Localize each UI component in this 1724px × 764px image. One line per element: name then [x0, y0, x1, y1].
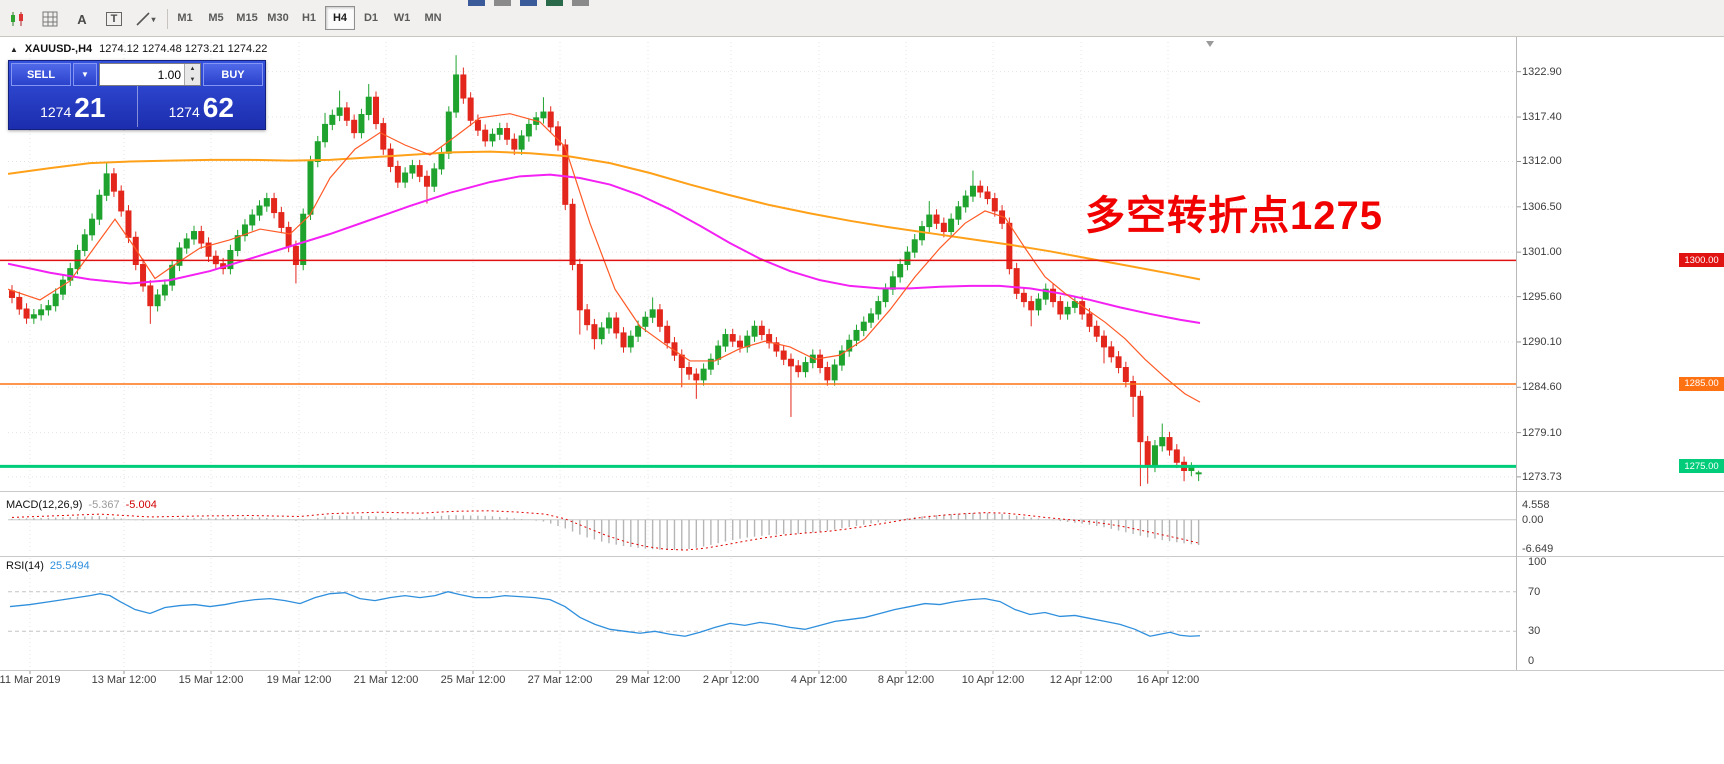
- text-box-glyph: T: [105, 12, 123, 26]
- rsi-value: 25.5494: [49, 560, 90, 572]
- spinner-down-icon[interactable]: ▼: [185, 74, 200, 85]
- chart-annotation-text[interactable]: 多空转折点1275: [1085, 194, 1383, 238]
- toolbar-separator: [167, 9, 168, 29]
- chart-header: ▲ XAUUSD-,H4 1274.12 1274.48 1273.21 127…: [10, 43, 267, 55]
- timeframe-button-H4[interactable]: H4: [325, 6, 355, 30]
- rsi-title-text: RSI(14): [6, 560, 44, 572]
- sell-button[interactable]: SELL: [11, 63, 71, 86]
- sell-price-main: 1274: [40, 104, 72, 120]
- volume-value[interactable]: 1.00: [157, 67, 181, 82]
- volume-field[interactable]: 1.00 ▲ ▼: [99, 63, 201, 86]
- spinner-up-icon[interactable]: ▲: [185, 64, 200, 75]
- clipped-icon: [572, 0, 589, 6]
- text-box-icon[interactable]: T: [100, 6, 128, 32]
- one-click-trade-panel: SELL ▼ 1.00 ▲ ▼ BUY 1274 21 1274 62: [8, 60, 266, 130]
- candlestick-chart-icon[interactable]: [4, 6, 32, 32]
- clipped-icon: [468, 0, 485, 6]
- clipped-icon: [546, 0, 563, 6]
- timeframe-button-MN[interactable]: MN: [424, 12, 442, 24]
- clipped-icon: [494, 0, 511, 6]
- buy-price-main: 1274: [168, 104, 200, 120]
- macd-indicator-label: MACD(12,26,9) -5.367 -5.004: [6, 499, 157, 511]
- buy-button[interactable]: BUY: [203, 63, 263, 86]
- sell-price[interactable]: 1274 21: [9, 86, 137, 127]
- sell-price-pips: 21: [74, 92, 106, 123]
- chart-toolbar: A T ▾ M1 M5 M15 M30 H1 H4 D1 W1 MN: [0, 0, 1724, 37]
- buy-price[interactable]: 1274 62: [136, 86, 266, 127]
- draw-tools-icon[interactable]: ▾: [132, 6, 160, 32]
- order-options-dropdown[interactable]: ▼: [73, 63, 97, 86]
- clipped-icon: [520, 0, 537, 6]
- volume-spinner: ▲ ▼: [184, 64, 200, 85]
- buy-price-pips: 62: [202, 92, 234, 123]
- macd-main-value: -5.367: [88, 499, 120, 511]
- text-label-glyph: A: [77, 11, 87, 27]
- timeframe-button-M15[interactable]: M15: [236, 12, 258, 24]
- clipped-toolbar-row: [468, 0, 589, 6]
- chart-shift-marker: [1206, 41, 1214, 47]
- timeframe-button-W1[interactable]: W1: [393, 12, 411, 24]
- collapse-trade-panel-icon[interactable]: ▲: [10, 44, 18, 54]
- timeframe-button-D1[interactable]: D1: [363, 12, 379, 24]
- timeframe-group: M1 M5 M15 M30 H1 H4 D1 W1 MN: [170, 6, 448, 30]
- timeframe-button-M5[interactable]: M5: [208, 12, 224, 24]
- ohlc-values: 1274.12 1274.48 1273.21 1274.22: [99, 43, 268, 55]
- rsi-indicator-label: RSI(14) 25.5494: [6, 560, 90, 572]
- macd-signal-value: -5.004: [125, 499, 157, 511]
- macd-title-text: MACD(12,26,9): [6, 499, 83, 511]
- symbol-period-label: XAUUSD-,H4: [24, 43, 93, 55]
- text-label-icon[interactable]: A: [68, 6, 96, 32]
- timeframe-button-M1[interactable]: M1: [177, 12, 193, 24]
- timeframe-button-H1[interactable]: H1: [301, 12, 317, 24]
- timeframe-button-M30[interactable]: M30: [267, 12, 289, 24]
- chevron-down-icon: ▼: [81, 70, 89, 79]
- grid-icon[interactable]: [36, 6, 64, 32]
- chevron-down-icon: ▾: [151, 14, 156, 24]
